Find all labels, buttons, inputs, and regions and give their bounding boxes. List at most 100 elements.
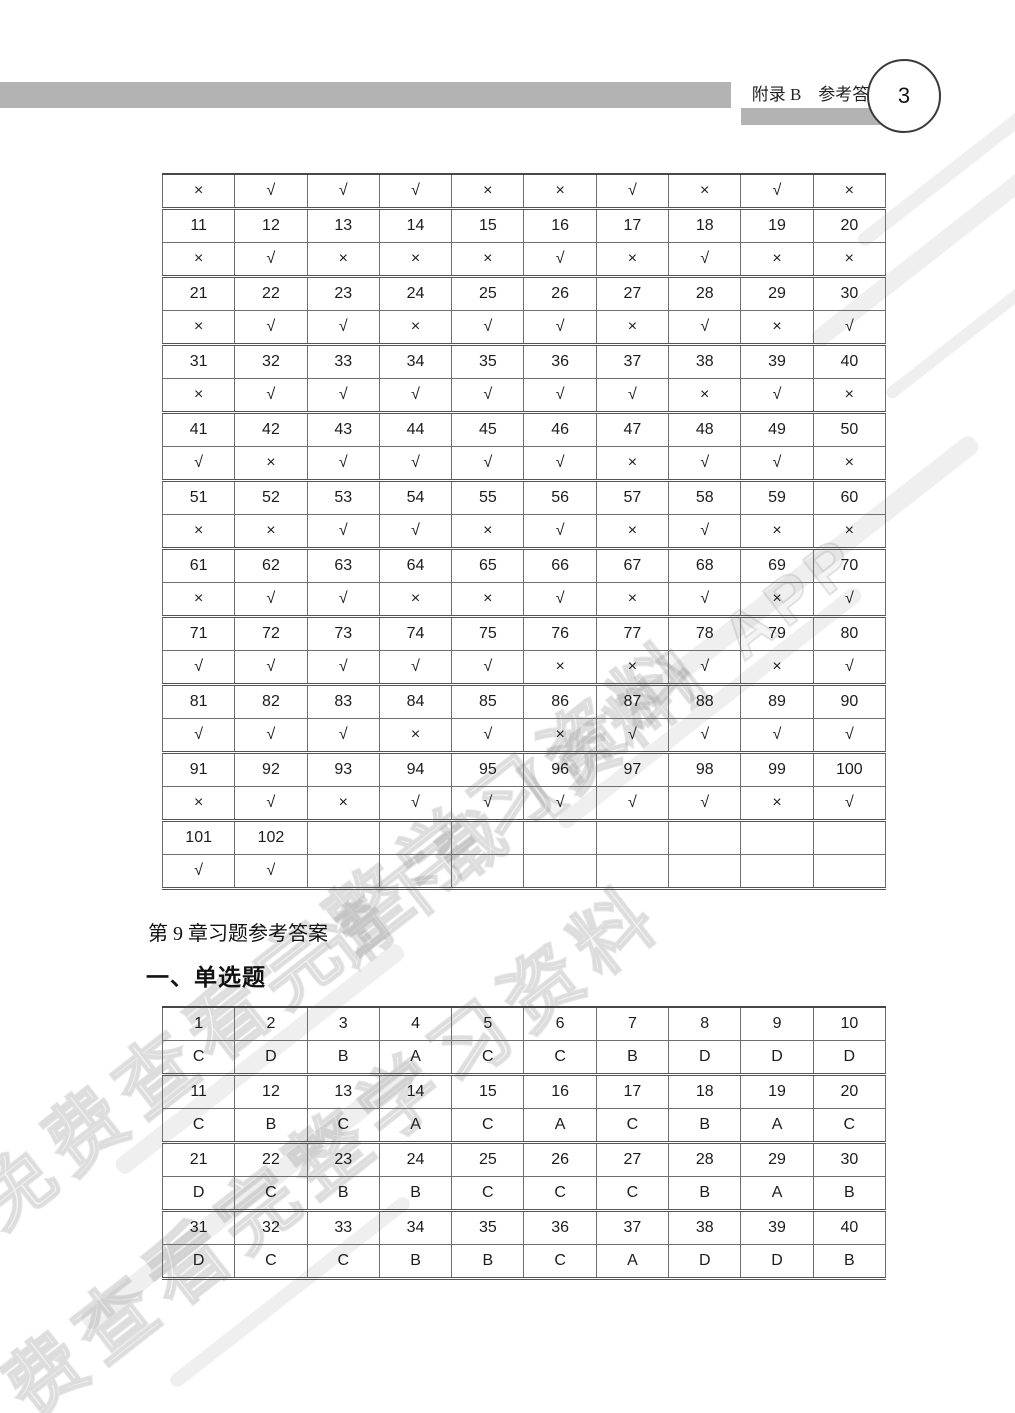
question-number-cell: 61 [161,547,236,583]
question-number-cell [306,819,380,855]
answer-cell: √ [668,650,742,685]
answer-cell: C [451,1040,525,1075]
answer-cell: × [161,582,236,617]
question-number-row: 71 72 73 74 75 76 77 78 79 80 [161,615,887,651]
answer-cell: B [812,1244,887,1279]
answer-cell: √ [306,582,380,617]
answer-cell: √ [812,650,887,685]
question-number-cell: 80 [812,615,887,651]
answer-cell: √ [740,378,814,413]
answer-cell: √ [451,786,525,821]
answer-cell: × [161,242,236,277]
question-number-cell: 101 [161,819,236,855]
question-number-cell: 53 [306,479,380,515]
question-number-cell: 76 [523,615,597,651]
answer-cell: B [306,1176,380,1211]
question-number-cell: 52 [234,479,308,515]
question-number-row: 81 82 83 84 85 86 87 88 89 90 [161,683,887,719]
question-number-cell: 59 [740,479,814,515]
question-number-row: 31 32 33 34 35 36 37 38 39 40 [161,1209,887,1245]
question-number-cell: 44 [378,411,453,447]
question-number-cell: 89 [740,683,814,719]
question-number-cell: 56 [523,479,597,515]
answer-cell: √ [523,242,597,277]
answer-cell: D [668,1040,742,1075]
question-number-cell: 93 [306,751,380,787]
question-number-cell: 25 [451,1141,525,1177]
question-number-cell: 92 [234,751,308,787]
answer-cell: × [595,310,670,345]
answer-cell: √ [595,174,670,209]
question-number-cell: 1 [161,1007,236,1041]
question-number-cell: 66 [523,547,597,583]
question-number-cell: 14 [378,207,453,243]
question-number-cell [378,819,453,855]
answer-cell: A [595,1244,670,1279]
answer-cell: × [668,174,742,209]
answer-cell: D [740,1040,814,1075]
answer-cell: D [234,1040,308,1075]
question-number-cell: 72 [234,615,308,651]
answer-cell: √ [595,718,670,753]
question-number-cell: 98 [668,751,742,787]
question-number-cell: 99 [740,751,814,787]
answer-cell: √ [451,446,525,481]
question-number-cell: 12 [234,1073,308,1109]
question-number-cell: 54 [378,479,453,515]
answer-cell: C [306,1244,380,1279]
question-number-cell: 18 [668,1073,742,1109]
question-number-cell: 46 [523,411,597,447]
answer-cell: D [740,1244,814,1279]
question-number-cell: 22 [234,275,308,311]
answer-cell: √ [234,786,308,821]
question-number-cell: 27 [595,1141,670,1177]
question-number-cell: 25 [451,275,525,311]
answer-row: √ √ √ √ √ × × √ × √ [161,650,887,685]
answer-cell: √ [523,310,597,345]
question-number-cell: 74 [378,615,453,651]
question-number-cell: 96 [523,751,597,787]
answer-cell: C [595,1176,670,1211]
answer-cell: √ [234,854,308,889]
answer-cell: × [378,242,453,277]
true-false-answer-table: × √ √ √ × × √ × √ × 11 12 13 14 15 16 17 18 19 20 × √ × × × √ × √ × ×… [161,173,887,890]
answer-cell: D [668,1244,742,1279]
answer-cell: × [740,650,814,685]
answer-cell: × [523,718,597,753]
question-number-cell: 6 [523,1007,597,1041]
answer-cell: √ [306,174,380,209]
answer-row: √ √ √ × √ × √ √ √ √ [161,718,887,753]
question-number-cell: 58 [668,479,742,515]
answer-cell: √ [306,718,380,753]
question-number-cell [812,819,887,855]
answer-cell: √ [812,718,887,753]
answer-cell: × [812,174,887,209]
question-number-cell: 31 [161,1209,236,1245]
answer-cell: × [161,514,236,549]
question-number-cell: 38 [668,1209,742,1245]
question-number-cell: 35 [451,1209,525,1245]
answer-cell: × [451,514,525,549]
question-number-cell [595,819,670,855]
question-number-cell: 68 [668,547,742,583]
answer-cell: √ [451,378,525,413]
question-number-cell: 17 [595,1073,670,1109]
question-number-cell: 49 [740,411,814,447]
answer-cell: × [161,378,236,413]
question-number-cell: 100 [812,751,887,787]
answer-cell [378,854,453,889]
answer-cell: C [812,1108,887,1143]
question-number-cell: 87 [595,683,670,719]
answer-cell: C [161,1040,236,1075]
question-number-cell: 27 [595,275,670,311]
question-number-cell: 33 [306,1209,380,1245]
question-number-cell: 39 [740,1209,814,1245]
answer-cell: C [451,1176,525,1211]
answer-row: × √ √ √ × × √ × √ × [161,174,887,209]
question-number-cell: 60 [812,479,887,515]
question-number-cell: 12 [234,207,308,243]
answer-cell: B [595,1040,670,1075]
question-number-cell: 36 [523,1209,597,1245]
question-number-cell: 2 [234,1007,308,1041]
